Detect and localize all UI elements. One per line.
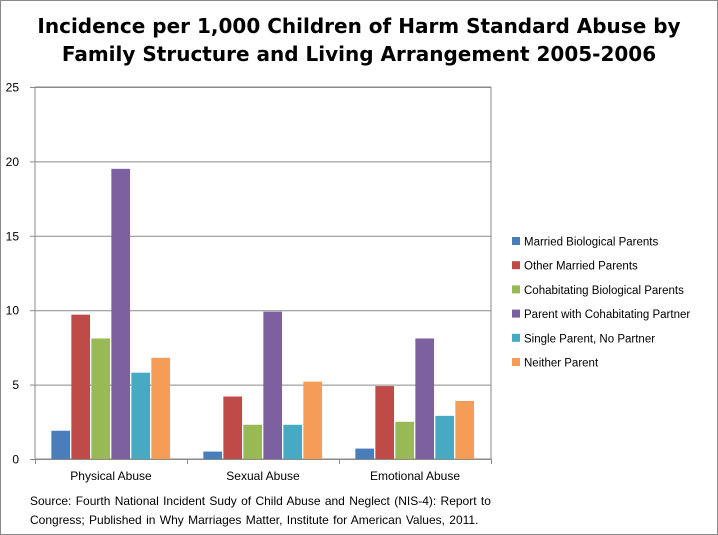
- bar-2-1: [375, 386, 395, 459]
- legend-label-1: Other Married Parents: [524, 261, 638, 273]
- bar-0-1: [71, 314, 91, 459]
- bar-1-1: [223, 396, 243, 459]
- bar-2-4: [435, 415, 455, 459]
- legend-label-0: Married Biological Parents: [524, 237, 658, 249]
- y-tick-label-5: 5: [12, 378, 19, 392]
- y-tick-label-25: 25: [6, 81, 20, 95]
- bar-2-2: [395, 421, 415, 459]
- source-note: Source: Fourth National Incident Sudy of…: [30, 494, 491, 527]
- legend-swatch-0: [512, 237, 520, 245]
- y-tick-label-20: 20: [6, 155, 20, 169]
- legend-swatch-2: [512, 285, 520, 294]
- legend-label-2: Cohabitating Biological Parents: [524, 285, 684, 297]
- bar-2-3: [415, 338, 435, 459]
- x-tick-label-1: Sexual Abuse: [226, 469, 300, 483]
- legend-swatch-3: [512, 309, 520, 318]
- legend-label-4: Single Parent, No Partner: [524, 333, 655, 345]
- bar-0-2: [91, 338, 111, 459]
- legend-swatch-1: [512, 261, 520, 270]
- y-tick-label-0: 0: [12, 453, 19, 467]
- bar-0-5: [151, 357, 171, 459]
- x-tick-label-0: Physical Abuse: [70, 469, 152, 483]
- bar-2-0: [355, 448, 375, 459]
- bar-1-3: [263, 311, 283, 459]
- bar-0-0: [51, 430, 71, 459]
- bar-1-5: [303, 381, 323, 459]
- chart-title: Incidence per 1,000 Children of Harm Sta…: [37, 14, 681, 66]
- bar-2-5: [455, 400, 475, 459]
- bar-0-4: [131, 372, 151, 459]
- bar-1-4: [283, 424, 303, 459]
- legend-swatch-4: [512, 333, 520, 342]
- legend-label-3: Parent with Cohabitating Partner: [524, 309, 690, 321]
- y-tick-label-15: 15: [6, 229, 20, 243]
- bar-0-3: [111, 168, 131, 459]
- bar-1-2: [243, 424, 263, 459]
- legend-swatch-5: [512, 358, 520, 366]
- legend-label-5: Neither Parent: [524, 358, 599, 370]
- y-tick-label-10: 10: [6, 304, 20, 318]
- bar-1-0: [203, 451, 223, 459]
- x-tick-label-2: Emotional Abuse: [370, 469, 460, 483]
